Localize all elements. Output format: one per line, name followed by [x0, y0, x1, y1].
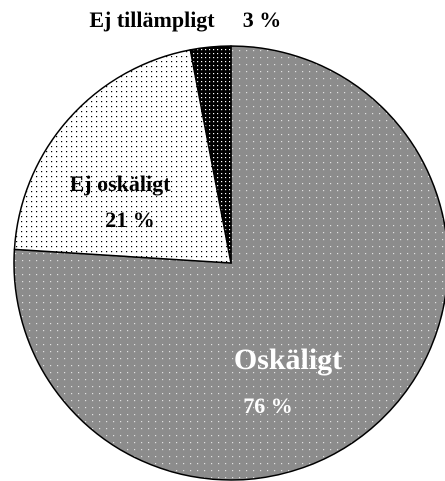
slice-label: Oskäligt	[234, 343, 342, 376]
slice-value-label: 3 %	[243, 7, 282, 32]
pie-slice	[189, 45, 232, 264]
slice-value-label: 76 %	[243, 393, 293, 418]
slice-label: Ej tillämpligt	[89, 7, 215, 32]
pie-slice	[13, 48, 232, 264]
pie	[13, 45, 445, 481]
slice-value-label: 21 %	[105, 207, 155, 232]
slice-label: Ej oskäligt	[70, 171, 172, 196]
